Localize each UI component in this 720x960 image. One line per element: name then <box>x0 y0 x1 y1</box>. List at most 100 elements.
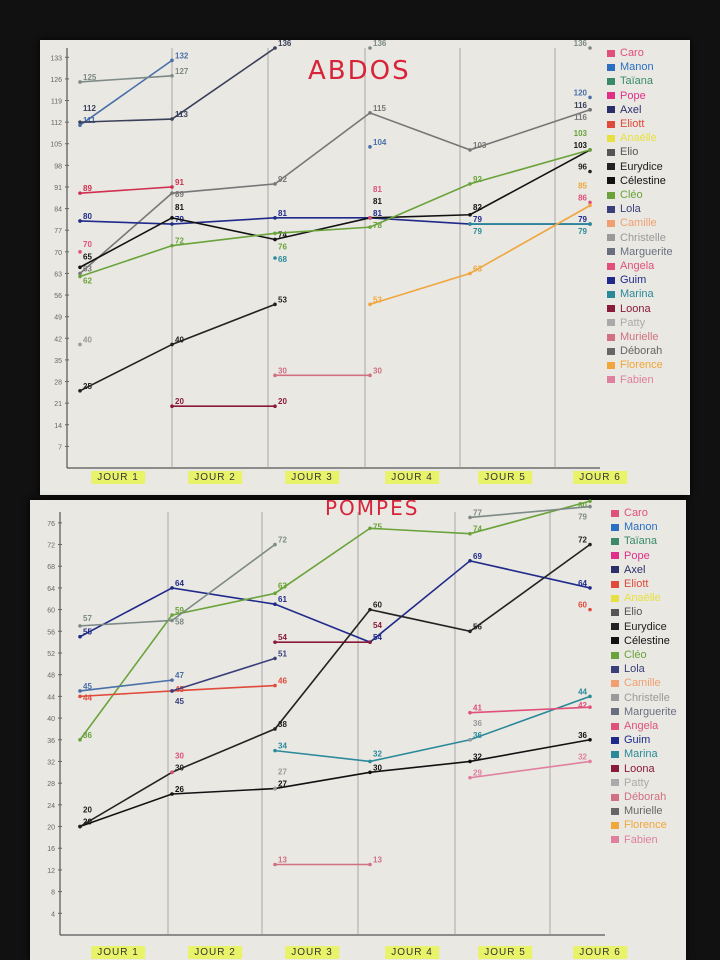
data-point <box>273 727 277 731</box>
data-label: 65 <box>83 252 92 261</box>
data-point <box>78 624 82 628</box>
legend-swatch <box>611 722 619 730</box>
data-label: 27 <box>278 768 287 777</box>
data-label: 32 <box>578 752 587 761</box>
data-point <box>273 237 277 242</box>
data-label: 81 <box>175 203 184 212</box>
data-label: 40 <box>175 335 184 344</box>
data-point <box>468 775 472 780</box>
data-point <box>78 191 82 195</box>
legend-swatch <box>611 651 619 659</box>
legend-label: Eurydice <box>624 620 667 633</box>
data-point <box>78 80 82 84</box>
data-point <box>78 271 82 276</box>
data-point <box>78 634 82 639</box>
data-label: 76 <box>278 242 287 251</box>
legend-item: Manon <box>607 60 673 74</box>
data-label: 27 <box>278 780 287 789</box>
legend-abdos: Caro Manon Taïana Pope Axel Eliott Anaëlle Elio… <box>607 46 673 387</box>
x-tick-label: JOUR 1 <box>91 946 145 959</box>
data-label: 80 <box>83 212 92 221</box>
data-label: 36 <box>578 731 587 740</box>
series-line-marguerite <box>79 109 591 275</box>
legend-swatch <box>607 276 615 284</box>
legend-label: Célestine <box>624 634 670 647</box>
data-label: 125 <box>83 73 97 82</box>
data-label: 127 <box>175 67 189 76</box>
legend-swatch <box>611 708 619 716</box>
data-label: 85 <box>578 182 587 191</box>
legend-item: Guim <box>607 273 673 287</box>
data-label: 113 <box>175 110 188 119</box>
data-label: 79 <box>578 227 587 236</box>
y-tick-label: 32 <box>47 759 55 766</box>
legend-label: Célestine <box>620 174 666 187</box>
data-label: 30 <box>175 763 184 772</box>
legend-swatch <box>607 305 615 313</box>
data-label: 60 <box>373 601 382 610</box>
legend-swatch <box>611 779 619 787</box>
series-line-fabien <box>469 760 591 779</box>
data-label: 57 <box>83 614 92 623</box>
data-point <box>468 531 472 536</box>
legend-label: Eliott <box>624 578 649 591</box>
legend-label: Axel <box>620 103 642 116</box>
y-tick-label: 16 <box>47 846 55 853</box>
legend-label: Christelle <box>620 231 666 244</box>
legend-item: Anaëlle <box>611 591 677 605</box>
legend-label: Cléo <box>620 189 643 202</box>
legend-swatch <box>611 765 619 773</box>
data-point <box>588 504 592 509</box>
data-point <box>588 107 592 112</box>
legend-label: Cléo <box>624 649 647 662</box>
legend-item: Eliott <box>611 577 677 591</box>
legend-label: Axel <box>624 563 646 576</box>
y-tick-label: 68 <box>47 564 55 571</box>
legend-label: Marina <box>624 748 658 761</box>
data-label: 25 <box>83 382 92 391</box>
data-point <box>273 591 277 596</box>
data-point <box>588 203 592 208</box>
data-label: 44 <box>578 687 587 696</box>
legend-item: Marina <box>611 747 677 761</box>
data-point <box>170 191 174 195</box>
legend-item: Patty <box>607 316 673 330</box>
y-tick-label: 14 <box>54 423 62 430</box>
data-label: 136 <box>574 39 588 48</box>
data-label: 59 <box>175 606 184 615</box>
legend-item: Camille <box>611 676 677 690</box>
y-tick-label: 133 <box>50 55 62 62</box>
data-label: 63 <box>83 264 92 273</box>
data-point <box>170 117 174 121</box>
data-point <box>273 46 277 50</box>
legend-item: Elio <box>611 605 677 619</box>
legend-label: Pope <box>620 89 646 102</box>
data-point <box>273 231 277 236</box>
y-tick-label: 21 <box>54 401 62 408</box>
legend-label: Guim <box>620 274 647 287</box>
legend-swatch <box>611 566 619 574</box>
legend-item: Murielle <box>607 330 673 344</box>
legend-swatch <box>607 220 615 228</box>
legend-swatch <box>607 120 615 128</box>
y-tick-label: 24 <box>47 803 55 810</box>
legend-item: Déborah <box>611 790 677 804</box>
legend-item: Fabien <box>611 833 677 847</box>
legend-item: Pope <box>607 89 673 103</box>
data-label: 111 <box>83 116 96 125</box>
legend-swatch <box>607 134 615 142</box>
legend-item: Florence <box>611 818 677 832</box>
data-label: 54 <box>373 633 382 642</box>
data-point <box>273 542 277 547</box>
legend-item: Axel <box>611 563 677 577</box>
legend-swatch <box>607 106 615 114</box>
data-point <box>170 404 174 409</box>
data-label: 51 <box>278 649 287 658</box>
data-label: 20 <box>278 397 287 406</box>
legend-label: Camille <box>624 677 661 690</box>
legend-swatch <box>607 191 615 199</box>
y-tick-label: 119 <box>51 99 62 106</box>
data-point <box>368 111 372 115</box>
legend-swatch <box>611 509 619 517</box>
data-label: 112 <box>83 104 96 113</box>
